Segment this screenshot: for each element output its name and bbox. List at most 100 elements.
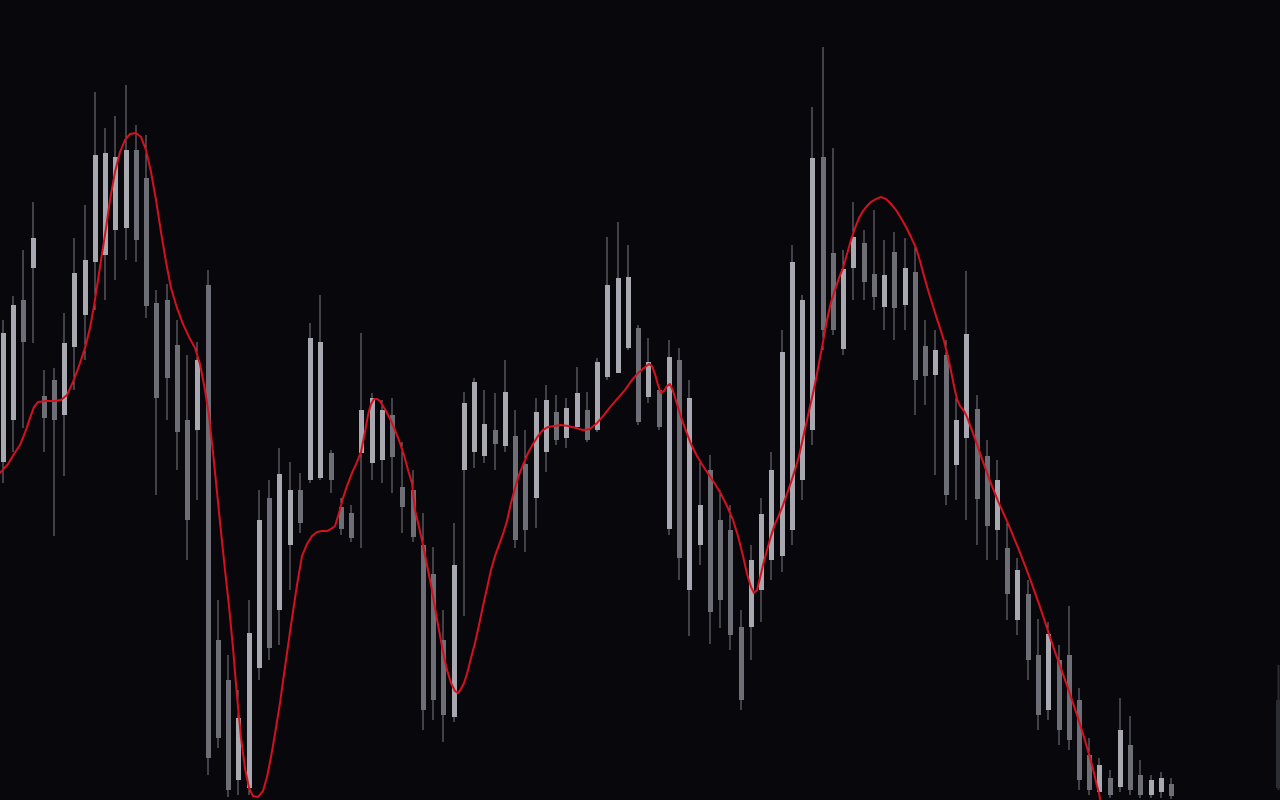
candle-body xyxy=(810,158,815,430)
candle-body xyxy=(1108,778,1113,795)
candle-body xyxy=(749,560,754,627)
candle-wick xyxy=(53,368,55,536)
candle xyxy=(534,398,539,528)
candle xyxy=(708,455,713,644)
candle xyxy=(790,245,795,545)
candle xyxy=(185,355,190,560)
candle xyxy=(595,358,600,432)
candle-body xyxy=(616,278,621,373)
candle-body xyxy=(657,390,662,427)
candle-body xyxy=(175,345,180,432)
candle-body xyxy=(575,393,580,427)
candle-body xyxy=(1036,655,1041,715)
candle xyxy=(882,240,887,330)
candle-body xyxy=(667,357,672,529)
candle xyxy=(308,323,313,483)
candle xyxy=(318,295,323,480)
candle xyxy=(11,296,16,452)
candle-body xyxy=(144,178,149,306)
candle-body xyxy=(1046,634,1051,710)
candle-body xyxy=(677,360,682,558)
candle-body xyxy=(923,346,928,376)
candle-body xyxy=(216,640,221,738)
candle xyxy=(985,440,990,560)
candle-body xyxy=(903,268,908,305)
candle-body xyxy=(31,238,36,268)
candle-body xyxy=(800,300,805,480)
candle-body xyxy=(544,400,549,452)
candle xyxy=(113,116,118,280)
candle xyxy=(165,284,170,420)
candle xyxy=(226,655,231,797)
candle-body xyxy=(113,157,118,230)
candle xyxy=(728,505,733,650)
candle xyxy=(31,202,36,343)
candle xyxy=(892,232,897,340)
candle-body xyxy=(790,262,795,530)
candle-body xyxy=(882,275,887,307)
candle-body xyxy=(482,424,487,456)
candle xyxy=(646,338,651,403)
candle xyxy=(975,395,980,545)
candle xyxy=(1046,622,1051,720)
candle-body xyxy=(226,680,231,790)
candle-body xyxy=(380,410,385,460)
candle xyxy=(862,230,867,300)
candle xyxy=(1169,778,1174,799)
candle-body xyxy=(728,530,733,635)
candle xyxy=(1077,688,1082,790)
candle xyxy=(585,392,590,442)
candles-layer xyxy=(1,47,1280,799)
candle-body xyxy=(421,545,426,710)
candle xyxy=(739,610,744,710)
candle xyxy=(452,523,457,722)
candle-body xyxy=(134,150,139,240)
candle xyxy=(923,320,928,405)
candle-body xyxy=(472,382,477,452)
candle xyxy=(441,610,446,742)
candle-body xyxy=(236,718,241,780)
candle xyxy=(1087,738,1092,795)
candle xyxy=(687,380,692,636)
candle-body xyxy=(11,305,16,420)
candle-body xyxy=(154,303,159,398)
candle xyxy=(175,320,180,470)
candle xyxy=(1097,758,1102,796)
candle xyxy=(626,245,631,350)
candle xyxy=(277,448,282,645)
candle xyxy=(1005,520,1010,620)
candle xyxy=(841,250,846,355)
candle-body xyxy=(975,409,980,499)
candle xyxy=(462,392,467,616)
candle-body xyxy=(349,513,354,538)
candle-body xyxy=(93,155,98,262)
moving-average-layer xyxy=(0,132,1101,800)
candle xyxy=(800,295,805,500)
candle xyxy=(72,238,77,390)
candle xyxy=(267,480,272,660)
candle-body xyxy=(1097,765,1102,792)
candle-body xyxy=(698,505,703,545)
candle-body xyxy=(1,333,6,462)
candle-body xyxy=(841,269,846,349)
candle xyxy=(564,398,569,448)
candle xyxy=(1067,606,1072,750)
candle xyxy=(636,325,641,425)
candle-body xyxy=(195,360,200,430)
candle xyxy=(749,545,754,660)
candle-body xyxy=(1276,700,1280,788)
candle-body xyxy=(124,150,129,228)
candle xyxy=(390,398,395,493)
candle-body xyxy=(636,328,641,422)
candle-body xyxy=(1087,755,1092,790)
candle xyxy=(667,340,672,535)
candle-body xyxy=(944,355,949,495)
candle-body xyxy=(288,490,293,545)
candle-body xyxy=(913,272,918,380)
candle xyxy=(339,498,344,535)
candle xyxy=(954,395,959,500)
candle-body xyxy=(400,487,405,507)
candle xyxy=(154,290,159,495)
